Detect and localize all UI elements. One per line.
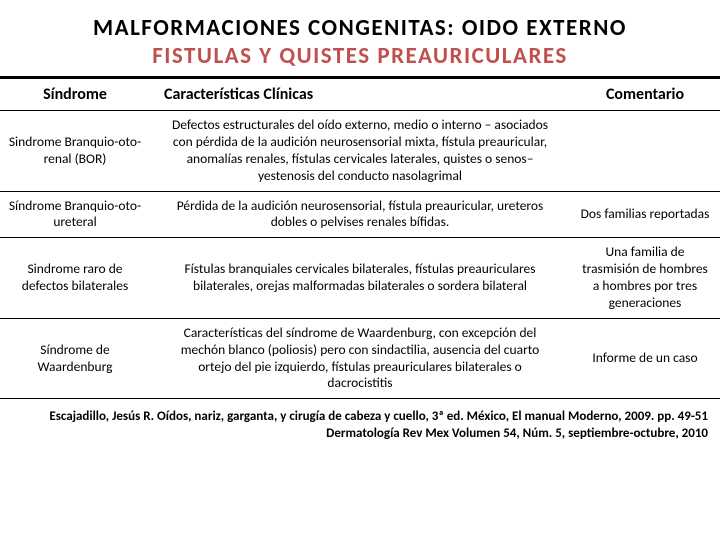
- col-header-syndrome: Síndrome: [0, 79, 150, 111]
- cell-comment: [570, 111, 720, 192]
- cell-features: Características del síndrome de Waardenb…: [150, 318, 570, 399]
- reference-block: Escajadillo, Jesús R. Oídos, nariz, garg…: [0, 399, 720, 443]
- cell-comment: Dos familias reportadas: [570, 191, 720, 238]
- slide-title-line1: MALFORMACIONES CONGENITAS: OIDO EXTERNO: [0, 0, 720, 42]
- cell-features: Pérdida de la audición neurosensorial, f…: [150, 191, 570, 238]
- cell-features: Defectos estructurales del oído externo,…: [150, 111, 570, 192]
- slide-title-line2: FISTULAS Y QUISTES PREAURICULARES: [0, 42, 720, 76]
- reference-line-2: Dermatología Rev Mex Volumen 54, Núm. 5,…: [12, 426, 708, 443]
- table-header-row: Síndrome Características Clínicas Coment…: [0, 79, 720, 111]
- cell-comment: Informe de un caso: [570, 318, 720, 399]
- table-row: Sindrome Branquio-oto-renal (BOR) Defect…: [0, 111, 720, 192]
- cell-features: Fístulas branquiales cervicales bilatera…: [150, 238, 570, 319]
- col-header-features: Características Clínicas: [150, 79, 570, 111]
- syndromes-table: Síndrome Características Clínicas Coment…: [0, 79, 720, 399]
- table-row: Sindrome raro de defectos bilaterales Fí…: [0, 238, 720, 319]
- cell-syndrome: Sindrome Branquio-oto-renal (BOR): [0, 111, 150, 192]
- cell-comment: Una familia de trasmisión de hombres a h…: [570, 238, 720, 319]
- cell-syndrome: Sindrome raro de defectos bilaterales: [0, 238, 150, 319]
- col-header-comment: Comentario: [570, 79, 720, 111]
- reference-line-1: Escajadillo, Jesús R. Oídos, nariz, garg…: [12, 409, 708, 426]
- table-row: Síndrome Branquio-oto-ureteral Pérdida d…: [0, 191, 720, 238]
- cell-syndrome: Síndrome de Waardenburg: [0, 318, 150, 399]
- cell-syndrome: Síndrome Branquio-oto-ureteral: [0, 191, 150, 238]
- table-row: Síndrome de Waardenburg Características …: [0, 318, 720, 399]
